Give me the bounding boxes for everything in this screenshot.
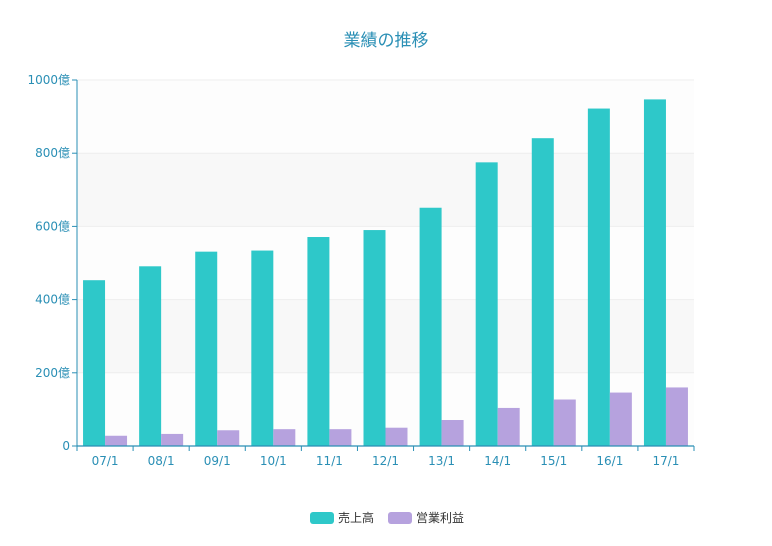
x-tick-label: 09/1 — [204, 454, 231, 468]
y-tick-label: 400億 — [35, 293, 70, 307]
x-tick-label: 13/1 — [428, 454, 455, 468]
bar-営業利益-17/1 — [665, 387, 688, 446]
bar-売上高-16/1 — [587, 108, 610, 446]
x-tick-label: 16/1 — [596, 454, 623, 468]
legend-label: 売上高 — [338, 510, 374, 525]
y-axis-ticks: 0 200億 400億 600億 800億 1000億 — [27, 73, 77, 453]
x-tick-label: 08/1 — [148, 454, 175, 468]
bar-売上高-17/1 — [643, 99, 666, 446]
bar-営業利益-16/1 — [609, 392, 632, 446]
bar-営業利益-09/1 — [217, 430, 240, 446]
legend-swatch — [310, 512, 334, 524]
legend-label: 営業利益 — [416, 511, 464, 525]
bar-売上高-10/1 — [251, 250, 274, 446]
bar-営業利益-08/1 — [161, 433, 184, 446]
y-tick-label: 1000億 — [27, 73, 70, 87]
bar-営業利益-13/1 — [441, 420, 464, 446]
y-tick-label: 0 — [62, 439, 70, 453]
bar-営業利益-12/1 — [385, 427, 408, 446]
legend-swatch — [388, 512, 412, 524]
x-tick-label: 14/1 — [484, 454, 511, 468]
x-tick-label: 15/1 — [540, 454, 567, 468]
bar-営業利益-10/1 — [273, 429, 296, 446]
bar-営業利益-14/1 — [497, 407, 520, 446]
bar-売上高-13/1 — [419, 207, 442, 446]
bar-売上高-15/1 — [531, 138, 554, 446]
x-tick-label: 11/1 — [316, 454, 343, 468]
bar-営業利益-11/1 — [329, 429, 352, 446]
axes — [76, 80, 694, 447]
bar-売上高-08/1 — [139, 266, 162, 446]
y-tick-label: 600億 — [35, 219, 70, 233]
legend: 売上高 営業利益 — [310, 510, 464, 525]
chart-title: 業績の推移 — [344, 31, 429, 51]
bar-売上高-14/1 — [475, 162, 498, 446]
bars — [83, 99, 688, 446]
y-tick-label: 200億 — [35, 366, 70, 380]
x-tick-label: 17/1 — [652, 454, 679, 468]
bar-営業利益-07/1 — [105, 435, 128, 446]
bar-売上高-09/1 — [195, 251, 218, 446]
x-tick-label: 07/1 — [92, 454, 119, 468]
bar-売上高-07/1 — [83, 280, 106, 446]
x-tick-label: 12/1 — [372, 454, 399, 468]
x-axis-ticks: 07/1 08/1 09/1 10/1 11/1 12/1 13/1 14/1 15/1 16/1… — [76, 446, 695, 468]
bar-売上高-11/1 — [307, 237, 330, 446]
y-tick-label: 800億 — [35, 146, 70, 160]
x-tick-label: 10/1 — [260, 454, 287, 468]
bar-売上高-12/1 — [363, 230, 386, 446]
bar-営業利益-15/1 — [553, 399, 576, 446]
